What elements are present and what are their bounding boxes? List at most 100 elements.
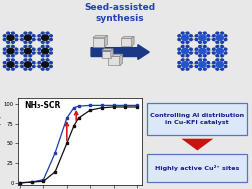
Circle shape	[41, 41, 44, 43]
Polygon shape	[131, 36, 134, 46]
Circle shape	[24, 59, 27, 61]
Circle shape	[215, 59, 218, 61]
Circle shape	[7, 48, 14, 54]
Bar	[16, 63, 22, 66]
Circle shape	[181, 68, 183, 70]
Text: NH₃-SCR: NH₃-SCR	[24, 101, 60, 110]
Circle shape	[29, 59, 32, 61]
Circle shape	[24, 68, 27, 70]
Circle shape	[41, 59, 44, 61]
Circle shape	[21, 52, 23, 54]
Bar	[190, 63, 196, 66]
Circle shape	[24, 35, 31, 40]
Circle shape	[203, 55, 205, 57]
Circle shape	[223, 52, 226, 54]
Circle shape	[21, 35, 23, 37]
Circle shape	[32, 48, 35, 50]
Circle shape	[15, 52, 18, 54]
Circle shape	[24, 41, 27, 43]
Polygon shape	[104, 36, 107, 47]
Circle shape	[181, 59, 183, 61]
Circle shape	[15, 35, 18, 37]
Polygon shape	[212, 46, 226, 56]
Circle shape	[181, 32, 183, 34]
Bar	[200, 56, 203, 60]
Circle shape	[215, 68, 218, 70]
FancyBboxPatch shape	[147, 154, 246, 182]
Circle shape	[12, 68, 14, 70]
Bar	[9, 56, 12, 60]
Polygon shape	[195, 59, 208, 70]
Circle shape	[177, 39, 180, 41]
Circle shape	[206, 62, 209, 64]
Polygon shape	[4, 46, 17, 56]
Circle shape	[212, 39, 214, 41]
Circle shape	[49, 52, 52, 54]
Bar	[190, 50, 196, 52]
Circle shape	[177, 35, 180, 37]
Bar	[200, 42, 203, 46]
Circle shape	[223, 65, 226, 67]
Polygon shape	[38, 33, 52, 43]
Circle shape	[46, 68, 49, 70]
Circle shape	[203, 59, 205, 61]
Bar	[217, 42, 220, 46]
Circle shape	[220, 32, 223, 34]
Circle shape	[212, 65, 214, 67]
Circle shape	[7, 35, 14, 40]
Circle shape	[12, 46, 14, 48]
Circle shape	[181, 35, 188, 40]
Text: Controlling Al distribution
in Cu-KFI catalyst: Controlling Al distribution in Cu-KFI ca…	[150, 113, 243, 125]
Circle shape	[185, 59, 188, 61]
Circle shape	[24, 46, 27, 48]
Circle shape	[189, 52, 192, 54]
Polygon shape	[101, 49, 113, 50]
Circle shape	[223, 35, 226, 37]
Circle shape	[46, 46, 49, 48]
Polygon shape	[195, 46, 208, 56]
Circle shape	[38, 48, 40, 50]
Bar	[26, 56, 29, 60]
Circle shape	[212, 35, 214, 37]
Bar	[43, 56, 47, 60]
Circle shape	[49, 65, 52, 67]
Circle shape	[203, 68, 205, 70]
Circle shape	[41, 68, 44, 70]
Bar	[16, 50, 22, 52]
Circle shape	[215, 48, 223, 54]
Circle shape	[32, 65, 35, 67]
Circle shape	[195, 48, 197, 50]
Polygon shape	[92, 36, 107, 38]
Circle shape	[215, 32, 218, 34]
FancyArrow shape	[91, 45, 149, 60]
Circle shape	[177, 65, 180, 67]
Circle shape	[223, 48, 226, 50]
Circle shape	[3, 39, 6, 41]
Circle shape	[49, 39, 52, 41]
Circle shape	[212, 52, 214, 54]
Bar	[217, 56, 220, 60]
Circle shape	[181, 62, 188, 67]
Bar	[208, 50, 213, 52]
Circle shape	[29, 41, 32, 43]
Circle shape	[198, 41, 201, 43]
Circle shape	[181, 48, 188, 54]
Polygon shape	[108, 56, 119, 65]
Polygon shape	[21, 46, 34, 56]
Circle shape	[215, 46, 218, 48]
Circle shape	[15, 65, 18, 67]
Circle shape	[198, 55, 201, 57]
Bar	[9, 42, 12, 46]
Circle shape	[3, 62, 6, 64]
Circle shape	[12, 55, 14, 57]
Circle shape	[195, 52, 197, 54]
Circle shape	[198, 62, 205, 67]
Circle shape	[12, 32, 14, 34]
Polygon shape	[21, 33, 34, 43]
Circle shape	[46, 32, 49, 34]
Circle shape	[185, 55, 188, 57]
FancyBboxPatch shape	[147, 103, 246, 135]
Polygon shape	[178, 59, 191, 70]
Circle shape	[181, 46, 183, 48]
Circle shape	[15, 62, 18, 64]
